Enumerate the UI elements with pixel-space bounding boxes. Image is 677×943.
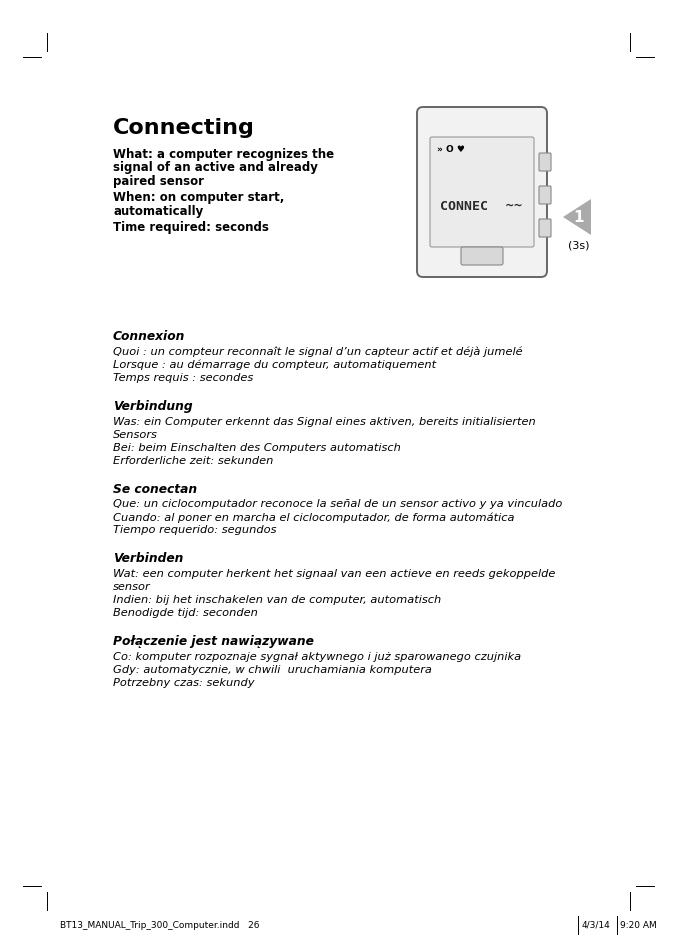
- Text: sensor: sensor: [113, 582, 150, 592]
- FancyBboxPatch shape: [417, 107, 547, 277]
- Text: Indien: bij het inschakelen van de computer, automatisch: Indien: bij het inschakelen van de compu…: [113, 595, 441, 605]
- Text: 4/3/14: 4/3/14: [582, 920, 611, 930]
- Text: Bei: beim Einschalten des Computers automatisch: Bei: beim Einschalten des Computers auto…: [113, 442, 401, 453]
- Text: signal of an active and already: signal of an active and already: [113, 161, 318, 174]
- FancyBboxPatch shape: [539, 219, 551, 237]
- Text: Cuando: al poner en marcha el ciclocomputador, de forma automática: Cuando: al poner en marcha el ciclocompu…: [113, 512, 515, 523]
- Text: What: a computer recognizes the: What: a computer recognizes the: [113, 148, 334, 161]
- Text: Połączenie jest nawiązywane: Połączenie jest nawiązywane: [113, 636, 314, 648]
- Text: BT13_MANUAL_Trip_300_Computer.indd   26: BT13_MANUAL_Trip_300_Computer.indd 26: [60, 920, 259, 930]
- Text: 1: 1: [573, 209, 584, 224]
- Text: CONNEC: CONNEC: [440, 200, 488, 212]
- Text: Was: ein Computer erkennt das Signal eines aktiven, bereits initialisierten: Was: ein Computer erkennt das Signal ein…: [113, 417, 536, 426]
- FancyBboxPatch shape: [539, 153, 551, 171]
- FancyBboxPatch shape: [461, 247, 503, 265]
- Text: Erforderliche zeit: sekunden: Erforderliche zeit: sekunden: [113, 455, 274, 466]
- Polygon shape: [563, 199, 591, 235]
- Text: (3s): (3s): [568, 241, 590, 251]
- Text: Wat: een computer herkent het signaal van een actieve en reeds gekoppelde: Wat: een computer herkent het signaal va…: [113, 570, 555, 579]
- Text: Verbinden: Verbinden: [113, 553, 183, 566]
- Text: Co: komputer rozpoznaje sygnał aktywnego i już sparowanego czujnika: Co: komputer rozpoznaje sygnał aktywnego…: [113, 652, 521, 662]
- Text: 9:20 AM: 9:20 AM: [619, 920, 657, 930]
- Text: When: on computer start,: When: on computer start,: [113, 191, 284, 205]
- Text: Time required: seconds: Time required: seconds: [113, 222, 269, 235]
- Text: Gdy: automatycznie, w chwili  uruchamiania komputera: Gdy: automatycznie, w chwili uruchamiani…: [113, 665, 432, 675]
- Text: ~~: ~~: [505, 201, 524, 211]
- Text: Temps requis : secondes: Temps requis : secondes: [113, 372, 253, 383]
- Text: Connecting: Connecting: [113, 118, 255, 138]
- Text: automatically: automatically: [113, 205, 203, 218]
- Text: Potrzebny czas: sekundy: Potrzebny czas: sekundy: [113, 678, 255, 688]
- Text: Verbindung: Verbindung: [113, 400, 193, 413]
- Text: Lorsque : au démarrage du compteur, automatiquement: Lorsque : au démarrage du compteur, auto…: [113, 360, 436, 371]
- Text: Que: un ciclocomputador reconoce la señal de un sensor activo y ya vinculado: Que: un ciclocomputador reconoce la seña…: [113, 500, 563, 509]
- FancyBboxPatch shape: [539, 186, 551, 204]
- Text: Sensors: Sensors: [113, 430, 158, 439]
- Text: Connexion: Connexion: [113, 330, 185, 343]
- Text: » O ♥: » O ♥: [437, 145, 465, 154]
- Text: Se conectan: Se conectan: [113, 483, 197, 496]
- FancyBboxPatch shape: [430, 137, 534, 247]
- Text: Quoi : un compteur reconnaît le signal d’un capteur actif et déjà jumelé: Quoi : un compteur reconnaît le signal d…: [113, 347, 523, 357]
- Text: Benodigde tijd: seconden: Benodigde tijd: seconden: [113, 608, 258, 619]
- Text: Tiempo requerido: segundos: Tiempo requerido: segundos: [113, 525, 276, 536]
- Text: paired sensor: paired sensor: [113, 175, 204, 188]
